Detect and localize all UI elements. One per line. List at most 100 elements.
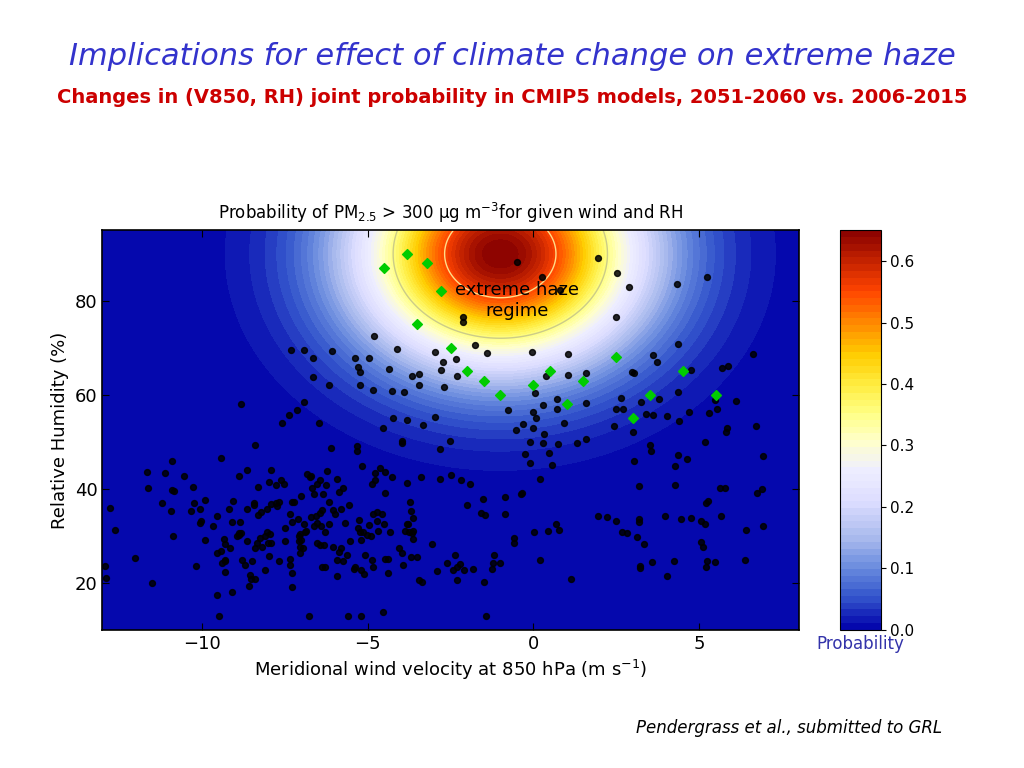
Point [493, 556, 509, 568]
Point [214, 557, 230, 569]
Point [551, 524, 567, 536]
Point [399, 414, 416, 426]
Point [438, 557, 455, 569]
Point [393, 437, 410, 449]
Point [278, 535, 294, 547]
Point [578, 397, 594, 409]
Point [395, 559, 412, 571]
Point [641, 389, 657, 401]
Point [398, 518, 415, 530]
Point [755, 450, 771, 462]
Point [612, 392, 629, 404]
Point [509, 256, 525, 268]
Point [253, 506, 269, 518]
Text: Probability: Probability [816, 635, 904, 653]
Point [648, 356, 665, 368]
Point [355, 526, 372, 538]
Point [678, 452, 694, 465]
Point [311, 416, 328, 429]
Point [250, 508, 266, 521]
Point [658, 571, 675, 583]
Point [411, 379, 427, 392]
Point [534, 271, 550, 283]
Point [442, 342, 459, 354]
Point [431, 473, 447, 485]
Point [376, 518, 392, 530]
Point [364, 478, 380, 490]
Point [413, 471, 429, 483]
Point [247, 542, 263, 554]
Point [656, 510, 673, 522]
Point [414, 576, 430, 588]
Point [485, 549, 502, 561]
Point [465, 563, 481, 575]
Point [295, 344, 311, 356]
Point [360, 353, 377, 365]
Point [299, 468, 315, 480]
Point [346, 563, 362, 575]
Point [353, 610, 370, 622]
Point [590, 252, 606, 264]
Point [415, 419, 431, 431]
Point [667, 460, 683, 472]
Text: extreme haze
regime: extreme haze regime [455, 282, 579, 320]
Point [536, 437, 552, 449]
Point [632, 562, 648, 574]
Point [398, 477, 415, 489]
Point [560, 369, 577, 382]
Point [217, 566, 233, 578]
X-axis label: Meridional wind velocity at 850 hPa (m s$^{-1}$): Meridional wind velocity at 850 hPa (m s… [254, 658, 647, 682]
Point [528, 412, 545, 424]
Point [575, 375, 592, 387]
Point [667, 554, 683, 567]
Point [669, 278, 685, 290]
Point [506, 532, 522, 545]
Point [347, 353, 364, 365]
Point [164, 484, 180, 496]
Point [359, 528, 376, 541]
Point [282, 508, 298, 520]
Point [286, 495, 302, 508]
Point [365, 508, 381, 520]
Point [449, 574, 465, 587]
Point [459, 498, 475, 511]
Point [365, 384, 381, 396]
Point [411, 574, 427, 587]
Point [284, 344, 300, 356]
Point [212, 452, 228, 464]
Point [427, 411, 443, 423]
Point [292, 490, 308, 502]
Point [381, 362, 397, 375]
Point [556, 416, 572, 429]
Point [651, 392, 668, 405]
Point [289, 404, 305, 416]
Point [276, 478, 293, 490]
Point [578, 432, 594, 445]
Point [400, 526, 417, 538]
Point [697, 518, 714, 530]
Point [535, 399, 551, 411]
Point [755, 520, 771, 532]
Point [198, 534, 214, 546]
Point [708, 389, 724, 401]
Point [447, 353, 464, 366]
Point [453, 558, 469, 570]
Point [442, 468, 459, 481]
Point [644, 349, 660, 362]
Point [618, 527, 635, 539]
Point [642, 439, 658, 452]
Point [318, 478, 335, 491]
Point [272, 474, 289, 486]
Point [449, 370, 465, 382]
Point [339, 548, 355, 561]
Point [228, 530, 245, 542]
Point [315, 488, 332, 501]
Point [394, 546, 411, 558]
Point [335, 554, 351, 567]
Point [544, 458, 560, 471]
Point [459, 366, 475, 378]
Point [163, 505, 179, 518]
Point [293, 534, 309, 546]
Point [282, 559, 298, 571]
Point [270, 496, 287, 508]
